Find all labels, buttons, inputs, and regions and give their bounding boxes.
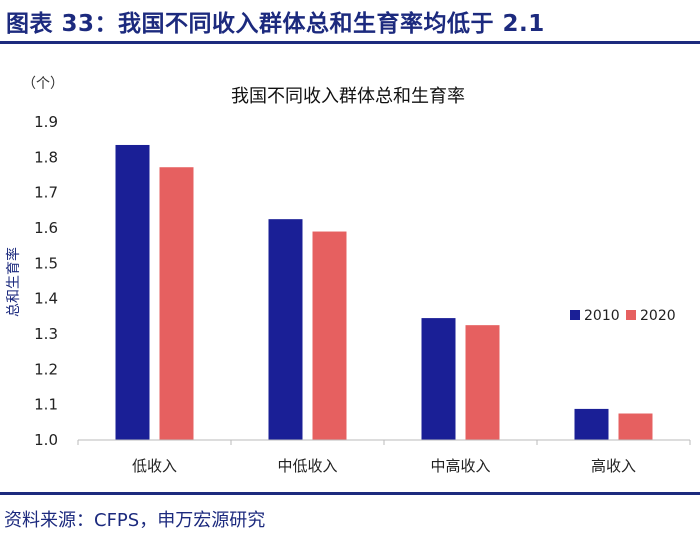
unit-label: （个） — [22, 76, 64, 92]
chart-title: 我国不同收入群体总和生育率 — [231, 86, 465, 107]
x-tick-label: 中低收入 — [277, 457, 337, 475]
x-axis-ticks: 低收入 中低收入 中高收入 高收入 — [77, 440, 691, 475]
title-rule — [0, 41, 700, 44]
bar-2020-2 — [465, 325, 500, 440]
x-tick-label: 中高收入 — [430, 457, 490, 475]
legend-swatch-2010 — [570, 310, 580, 320]
y-tick-label: 1.4 — [34, 290, 58, 308]
y-tick-label: 1.8 — [34, 148, 58, 166]
bar-2020-3 — [618, 413, 653, 440]
y-tick-label: 1.3 — [34, 325, 58, 343]
bar-2010-2 — [421, 318, 456, 440]
bar-2010-3 — [574, 408, 609, 440]
bar-2020-0 — [159, 167, 194, 440]
y-axis-ticks: 1.0 1.1 1.2 1.3 1.4 1.5 1.6 1.7 1.8 1.9 — [34, 113, 58, 449]
figure-title: 图表 33：我国不同收入群体总和生育率均低于 2.1 — [6, 11, 545, 37]
source-rule — [0, 492, 700, 495]
y-tick-label: 1.6 — [34, 219, 58, 237]
y-tick-label: 1.0 — [34, 431, 58, 449]
y-axis-label: 总和生育率 — [5, 247, 22, 317]
bar-2020-1 — [312, 231, 347, 440]
y-tick-label: 1.2 — [34, 360, 58, 378]
y-tick-label: 1.1 — [34, 396, 58, 414]
source-note: 资料来源：CFPS，申万宏源研究 — [4, 510, 266, 531]
bar-series — [115, 144, 653, 440]
bar-2010-1 — [268, 219, 303, 440]
legend-swatch-2020 — [626, 310, 636, 320]
legend: 2010 2020 — [570, 308, 676, 324]
bar-chart: 我国不同收入群体总和生育率 （个） 总和生育率 1.01.11.21.31.41… — [5, 76, 691, 475]
y-tick-label: 1.9 — [34, 113, 58, 131]
y-tick-label: 1.5 — [34, 254, 58, 272]
x-tick-label: 低收入 — [132, 457, 177, 475]
bar-2010-0 — [115, 144, 150, 440]
legend-label-2020: 2020 — [640, 308, 676, 324]
legend-label-2010: 2010 — [584, 308, 620, 324]
x-tick-label: 高收入 — [591, 457, 636, 475]
y-tick-label: 1.7 — [34, 184, 58, 202]
